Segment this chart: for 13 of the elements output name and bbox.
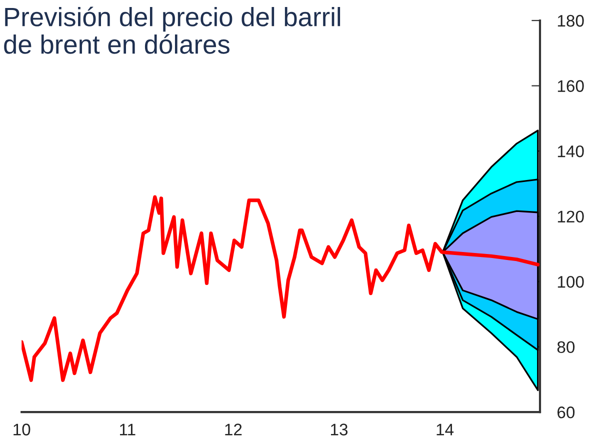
y-tick-label: 60 <box>558 406 575 418</box>
y-tick-label: 120 <box>558 210 584 223</box>
y-tick-label: 160 <box>558 80 584 92</box>
y-tick-label: 80 <box>557 341 575 354</box>
x-tick-label: 13 <box>330 424 348 436</box>
y-tick-label: 140 <box>558 145 584 158</box>
y-tick-label: 100 <box>558 276 584 288</box>
x-tick-label: 11 <box>120 424 136 436</box>
x-tick-label: 12 <box>225 424 242 436</box>
x-tick-label: 10 <box>14 424 30 436</box>
y-tick-label: 180 <box>558 14 584 27</box>
chart-title: Previsión del precio del barril de brent en dólares <box>4 6 340 54</box>
x-tick-label: 14 <box>436 424 454 436</box>
